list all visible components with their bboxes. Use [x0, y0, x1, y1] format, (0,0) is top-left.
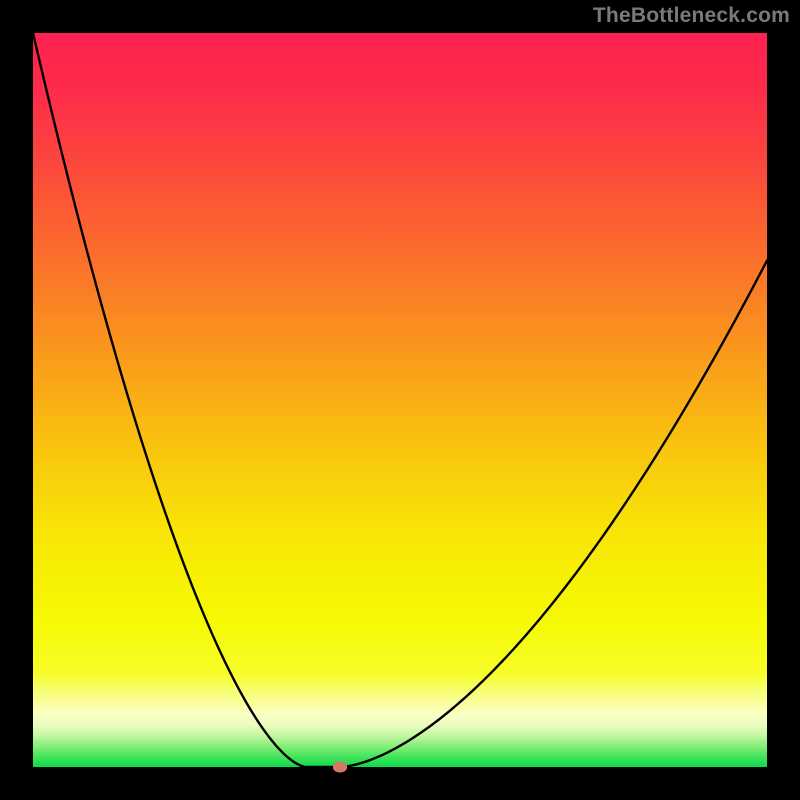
plot-area [33, 33, 767, 767]
optimum-marker [333, 762, 347, 773]
chart-frame: TheBottleneck.com [0, 0, 800, 800]
watermark-text: TheBottleneck.com [593, 4, 790, 28]
bottleneck-curve [33, 33, 767, 767]
